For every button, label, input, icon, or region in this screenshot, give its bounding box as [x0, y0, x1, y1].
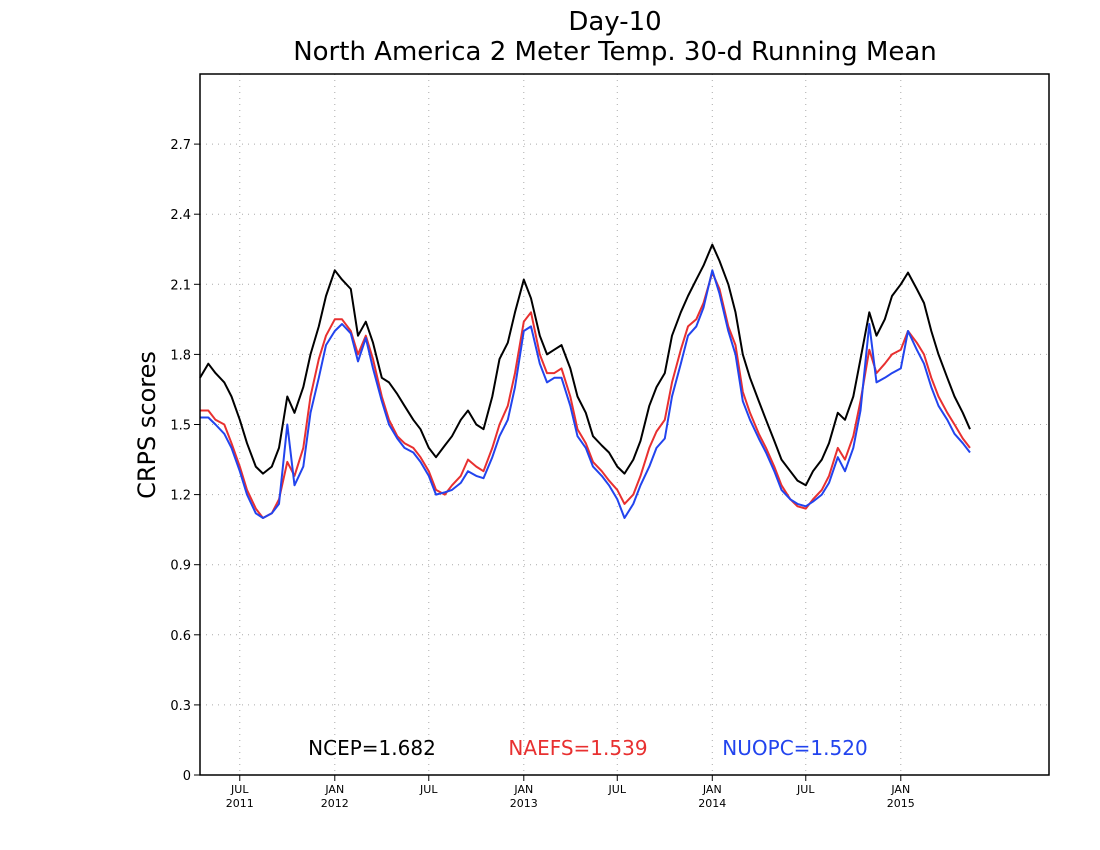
- x-tick-year: 2014: [698, 797, 726, 810]
- y-tick-label: 1.5: [170, 419, 191, 434]
- y-tick-label: 2.4: [170, 208, 191, 223]
- legend: NCEP=1.682 NAEFS=1.539 NUOPC=1.520: [308, 736, 868, 760]
- plot-frame: [199, 73, 1050, 776]
- y-tick-label: 2.7: [170, 138, 191, 153]
- y-axis-label: CRPS scores: [133, 351, 161, 499]
- x-tick-label: JUL: [419, 783, 438, 796]
- y-tick-label: 0.3: [170, 699, 191, 714]
- x-tick-year: 2013: [510, 797, 538, 810]
- series-line-nuopc: [200, 269, 971, 519]
- x-tick-label: JAN: [513, 783, 533, 796]
- series-line-naefs: [200, 271, 971, 519]
- x-tick-year: 2015: [887, 797, 915, 810]
- y-tick-label: 0: [183, 769, 191, 784]
- legend-item-ncep: NCEP=1.682: [308, 736, 436, 760]
- y-tick-label: 2.1: [170, 278, 191, 293]
- x-tick-label: JAN: [702, 783, 722, 796]
- legend-item-naefs: NAEFS=1.539: [508, 736, 647, 760]
- x-tick-year: 2011: [226, 797, 254, 810]
- grid-layer: [200, 74, 1049, 775]
- x-tick-label: JAN: [324, 783, 344, 796]
- y-tick-label: 1.2: [170, 489, 191, 504]
- y-tick-label: 1.8: [170, 348, 191, 363]
- x-tick-label: JUL: [796, 783, 815, 796]
- y-tick-label: 0.6: [170, 629, 191, 644]
- legend-item-nuopc: NUOPC=1.520: [722, 736, 867, 760]
- series-layer: [199, 243, 971, 519]
- chart-title: Day-10: [568, 7, 661, 37]
- y-tick-label: 0.9: [170, 559, 191, 574]
- x-tick-label: JAN: [890, 783, 910, 796]
- x-tick-label: JUL: [230, 783, 249, 796]
- x-tick-label: JUL: [608, 783, 627, 796]
- chart-subtitle: North America 2 Meter Temp. 30-d Running…: [293, 37, 937, 67]
- y-axis: 0 0.3 0.6 0.9 1.2 1.5 1.8 2.1 2.4 2.7: [170, 138, 200, 784]
- series-line-ncep: [199, 243, 971, 487]
- x-tick-year: 2012: [321, 797, 349, 810]
